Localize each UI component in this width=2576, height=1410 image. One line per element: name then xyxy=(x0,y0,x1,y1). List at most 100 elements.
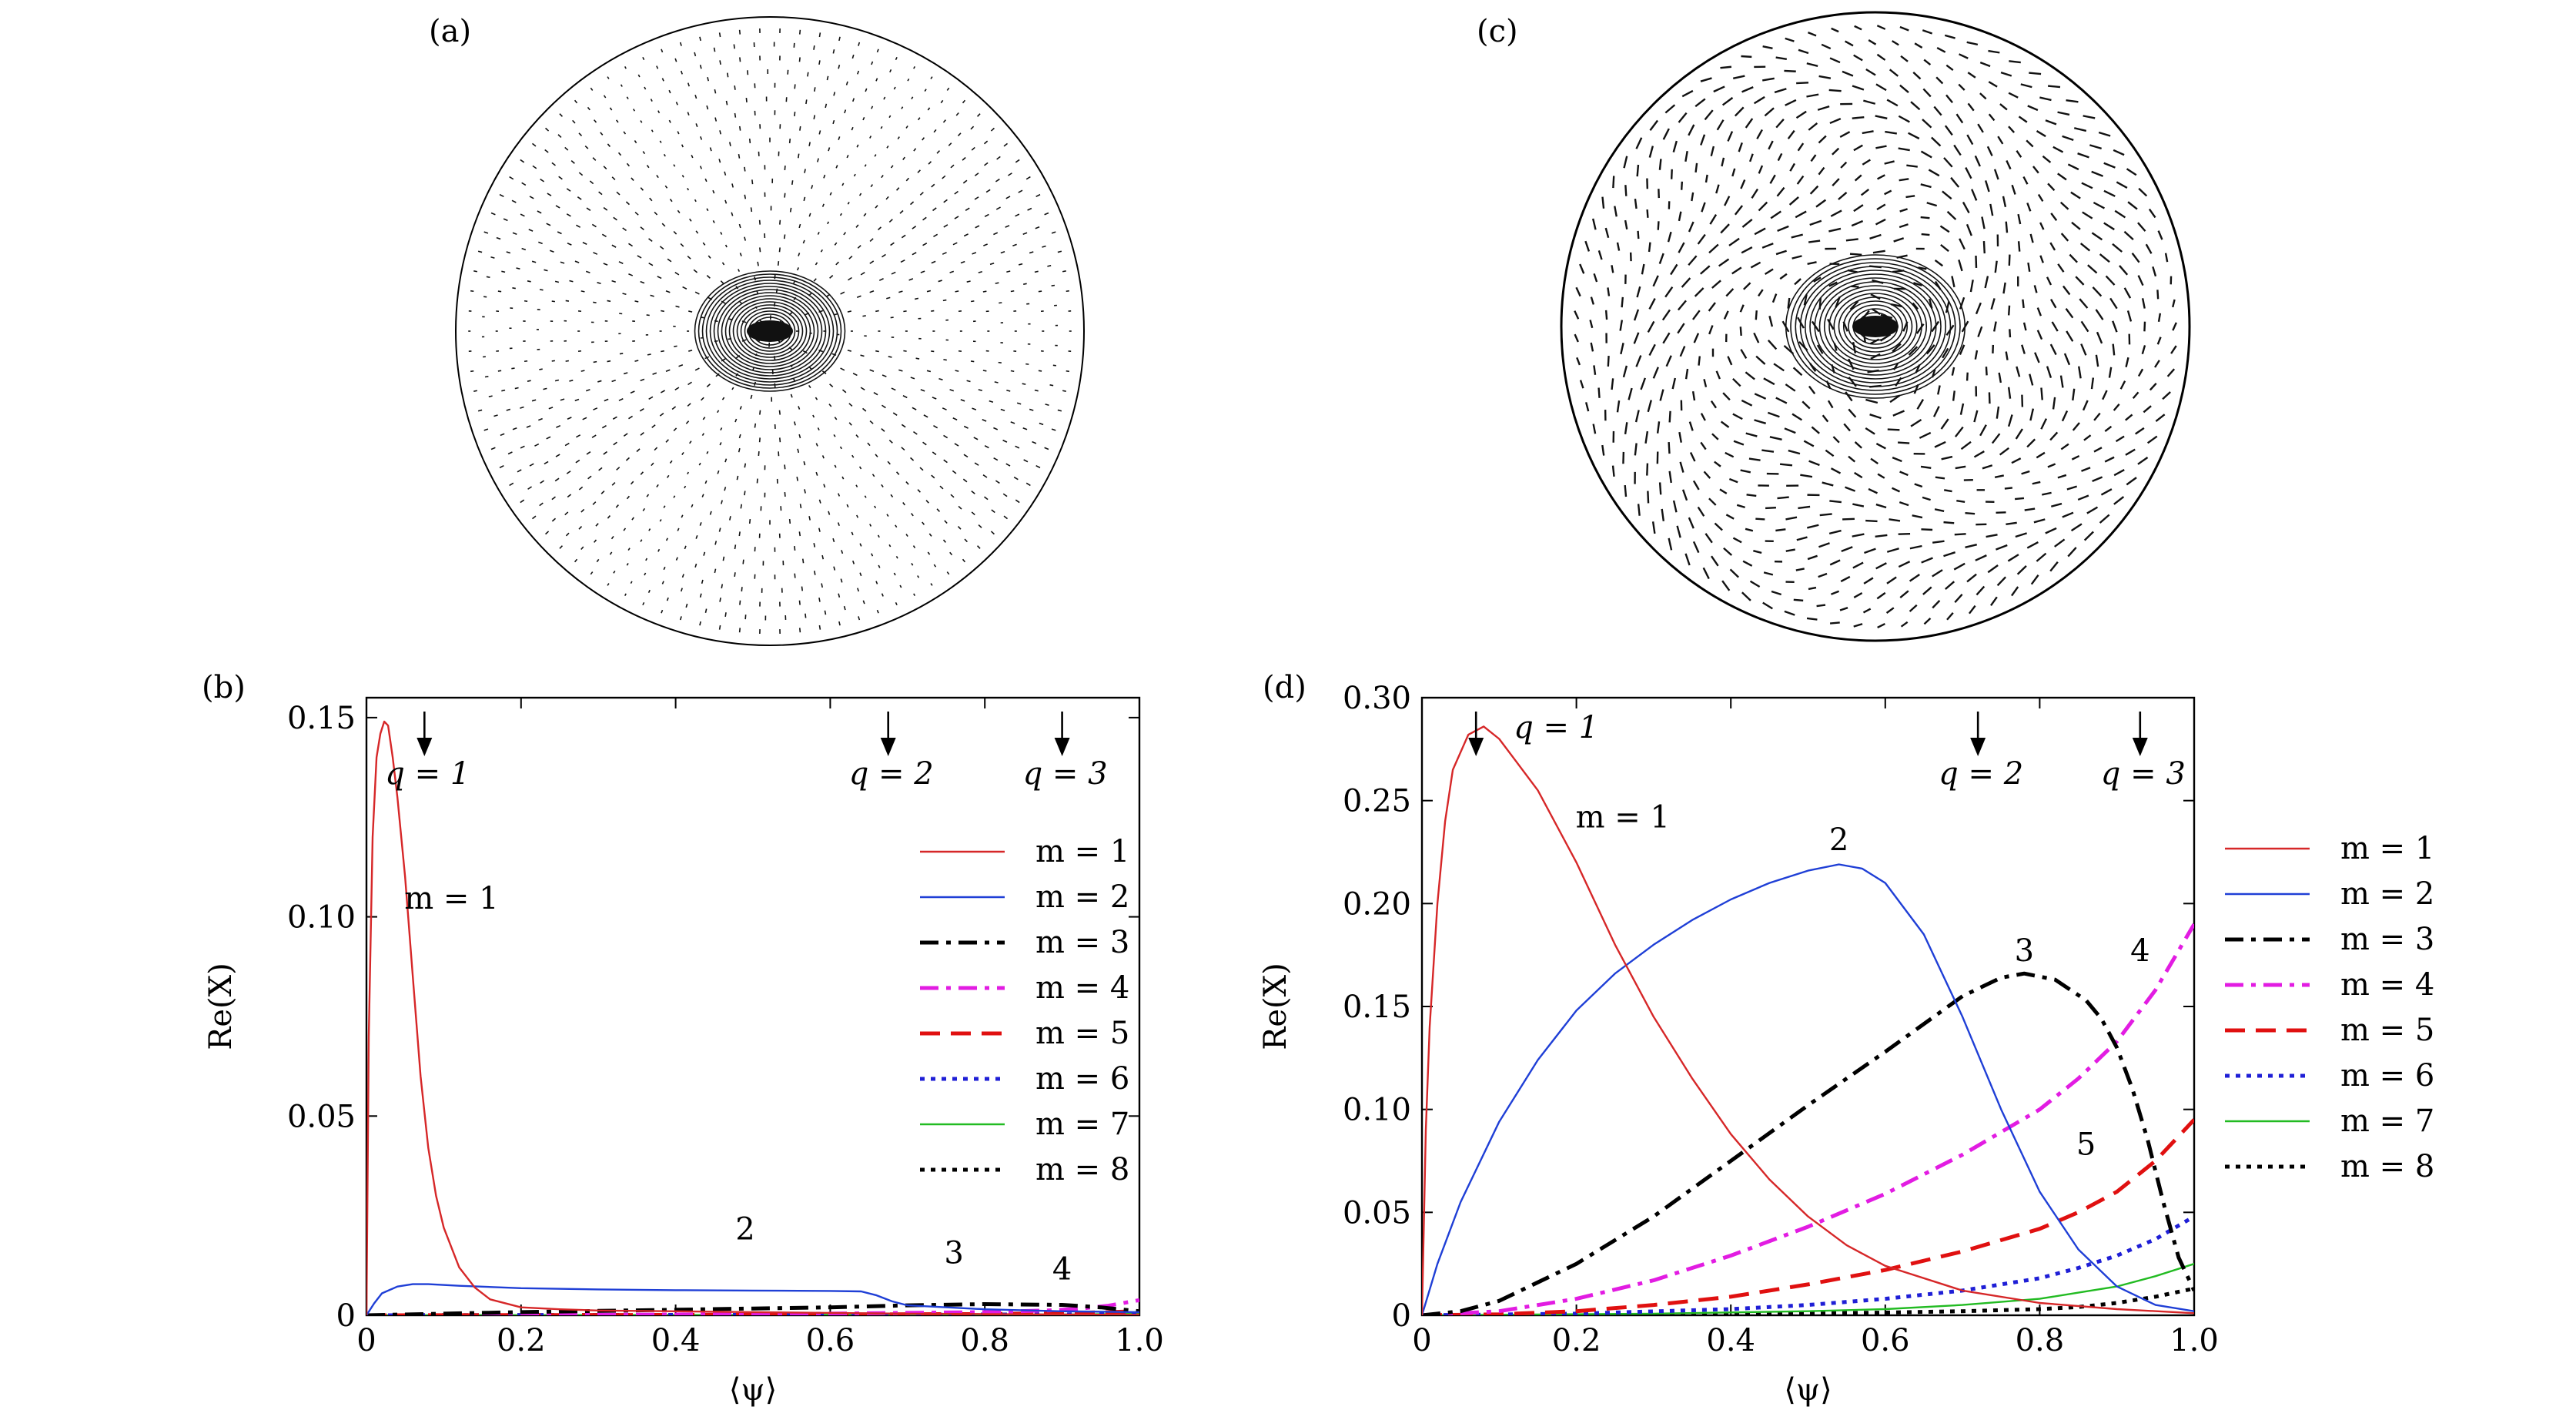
field-arrow xyxy=(895,187,900,191)
field-arrow xyxy=(1795,210,1807,219)
field-arrow xyxy=(848,255,853,260)
field-arrow xyxy=(1647,400,1652,413)
field-core-ring xyxy=(1833,293,1918,360)
field-arrow xyxy=(545,531,550,535)
field-arrow xyxy=(860,354,865,357)
field-arrow xyxy=(1868,487,1878,494)
field-arrow xyxy=(2020,83,2032,89)
field-arrow xyxy=(736,475,739,481)
field-arrow xyxy=(856,295,861,298)
field-arrow xyxy=(566,471,571,474)
field-arrow xyxy=(995,480,1000,484)
field-arrow xyxy=(1694,287,1705,297)
field-arrow xyxy=(531,142,537,147)
field-arrow xyxy=(1689,451,1696,462)
field-arrow xyxy=(931,350,935,353)
field-arrow xyxy=(1051,428,1056,431)
field-arrow xyxy=(1710,400,1718,409)
field-arrow xyxy=(1677,323,1685,334)
field-arrow xyxy=(611,244,617,248)
field-arrow xyxy=(835,165,838,169)
field-arrow xyxy=(1988,113,1996,122)
field-arrow xyxy=(2022,176,2029,185)
field-arrow xyxy=(808,516,811,521)
field-arrow xyxy=(823,174,826,179)
field-arrow xyxy=(1956,500,1965,503)
field-arrow xyxy=(656,65,659,69)
field-arrow xyxy=(1616,242,1621,251)
field-arrow xyxy=(1979,61,1991,68)
field-arrow xyxy=(569,280,574,283)
field-arrow xyxy=(557,231,562,235)
field-arrow xyxy=(845,81,848,85)
field-arrow xyxy=(595,523,599,527)
field-arrow xyxy=(950,494,955,498)
field-arrow xyxy=(1741,55,1752,59)
field-arrow xyxy=(603,95,607,99)
field-arrow xyxy=(565,300,570,302)
field-arrow xyxy=(731,212,734,216)
field-arrow xyxy=(1816,344,1824,354)
field-arrow xyxy=(1840,161,1848,169)
field-arrow xyxy=(1958,260,1963,272)
field-arrow xyxy=(1688,421,1694,431)
field-arrow xyxy=(1658,482,1662,495)
field-arrow xyxy=(793,42,795,48)
field-arrow xyxy=(966,280,971,283)
field-arrow xyxy=(648,396,654,400)
field-arrow xyxy=(612,416,617,420)
y-tick-label: 0.05 xyxy=(287,1099,356,1134)
field-arrow xyxy=(1739,304,1745,313)
field-arrow xyxy=(1740,349,1748,360)
field-arrow xyxy=(838,621,841,626)
field-arrow xyxy=(1839,607,1848,611)
field-arrow xyxy=(532,165,537,169)
field-arrow xyxy=(960,399,965,402)
field-arrow xyxy=(587,106,590,111)
field-arrow xyxy=(963,425,969,429)
field-arrow xyxy=(1813,276,1822,283)
field-arrow xyxy=(1754,227,1766,236)
field-arrow xyxy=(656,484,659,487)
field-arrow xyxy=(1748,457,1761,461)
field-arrow xyxy=(609,107,613,111)
field-arrow xyxy=(852,560,855,564)
field-arrow xyxy=(645,558,648,561)
field-arrow xyxy=(962,179,968,184)
field-arrow xyxy=(1039,422,1044,426)
field-arrow xyxy=(591,434,597,438)
field-arrow xyxy=(1966,41,1979,46)
x-tick-label: 0.8 xyxy=(960,1323,1009,1358)
field-arrow xyxy=(858,42,861,46)
field-arrow xyxy=(946,87,950,91)
field-arrow xyxy=(1741,591,1751,601)
field-arrow xyxy=(1784,427,1796,434)
field-arrow xyxy=(798,628,801,633)
field-arrow xyxy=(483,428,489,431)
field-arrow xyxy=(834,417,838,420)
field-core-ring xyxy=(694,270,846,392)
series-line xyxy=(366,1283,1139,1315)
field-arrow xyxy=(613,571,616,574)
field-arrow xyxy=(648,528,651,531)
field-arrow xyxy=(852,373,858,377)
field-arrow xyxy=(1677,300,1687,311)
field-arrow xyxy=(739,600,741,605)
field-arrow xyxy=(1886,548,1899,553)
field-arrow xyxy=(520,159,525,163)
field-arrow xyxy=(1624,219,1628,229)
field-arrow xyxy=(701,579,704,584)
field-arrow xyxy=(1822,481,1834,487)
field-arrow xyxy=(631,517,634,521)
field-arrow xyxy=(1614,206,1618,217)
field-arrow xyxy=(1908,346,1919,356)
field-arrow xyxy=(971,491,975,494)
field-arrow xyxy=(1899,590,1909,598)
field-arrow xyxy=(982,290,987,293)
field-arrow xyxy=(1029,251,1034,254)
field-arrow xyxy=(470,290,474,293)
field-arrow xyxy=(1672,500,1678,513)
field-arrow xyxy=(2109,297,2118,310)
field-arrow xyxy=(1708,325,1714,335)
field-arrow xyxy=(618,398,624,401)
